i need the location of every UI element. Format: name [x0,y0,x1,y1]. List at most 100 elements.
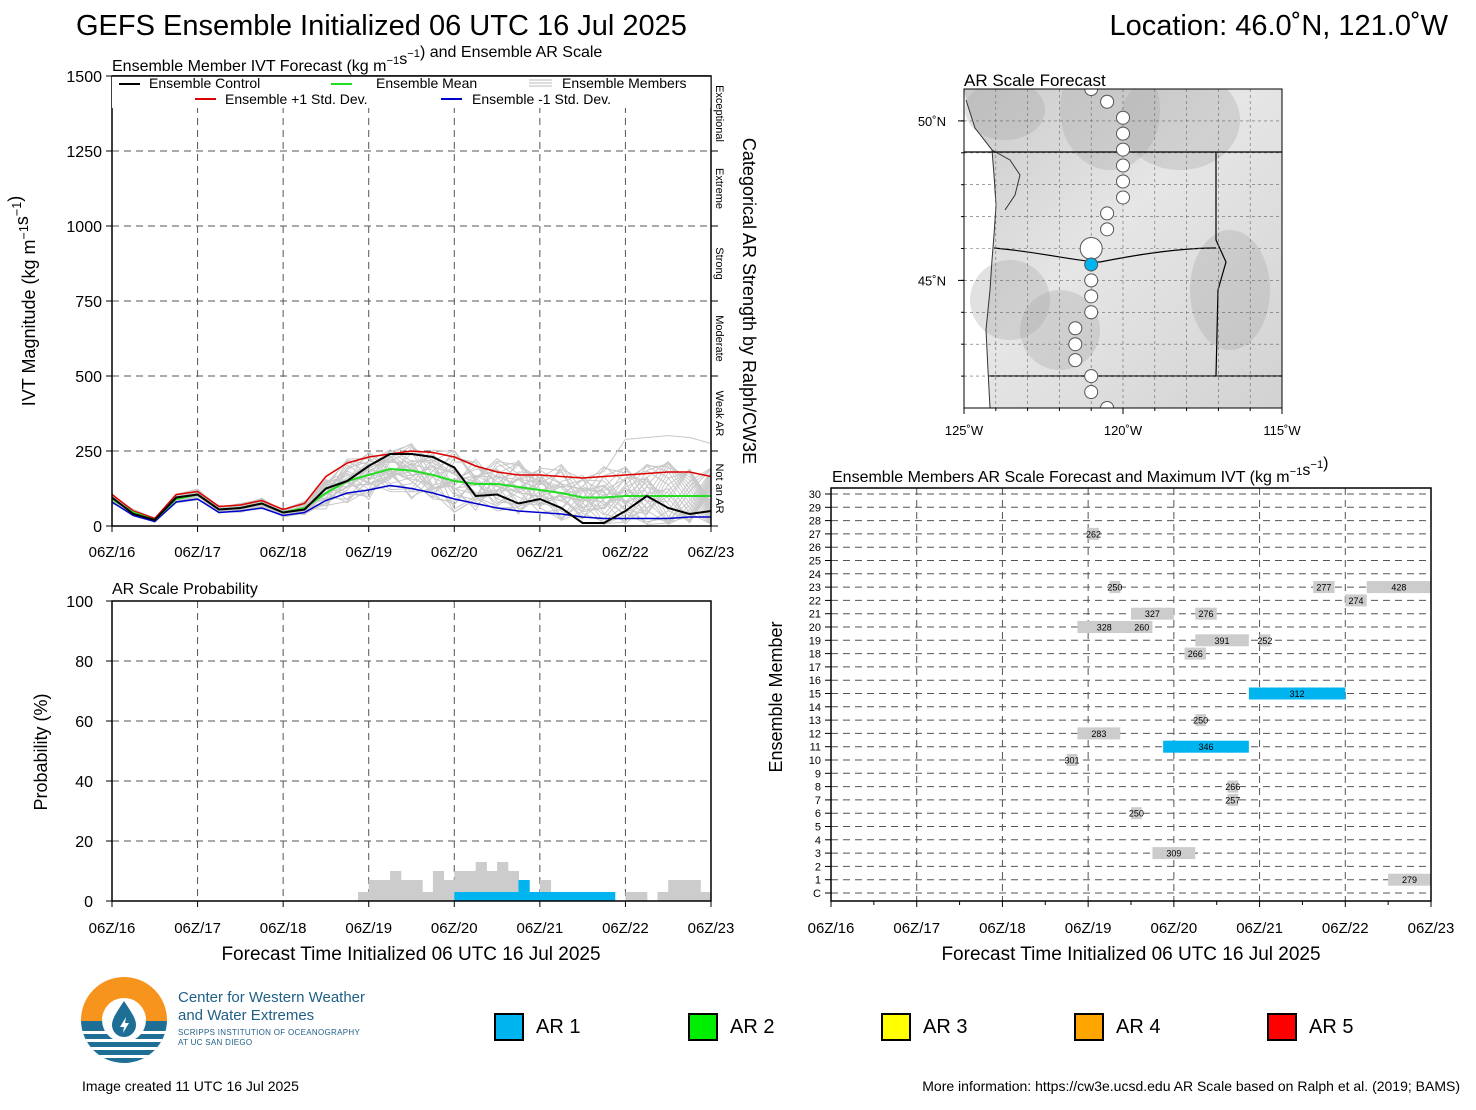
ar-cat-label: Weak AR [713,391,725,437]
more-info-label: More information: https://cw3e.ucsd.edu … [922,1078,1460,1094]
prob-bar-ar1 [529,892,541,901]
tab-row-label: 7 [815,795,821,807]
tab-member-bar [1388,873,1431,886]
map-ar-point [1068,321,1083,336]
map-ytick-label: 50˚N [918,114,946,129]
prob-bar-any [625,892,637,901]
tab-member-ivt-label: 266 [1225,782,1240,792]
tab-member-bar [1227,780,1239,793]
map-coastline [965,99,997,408]
map-ar-point [1079,237,1103,260]
map-ar-point [1116,174,1130,189]
prob-bar-ar1 [604,892,616,901]
prob-xtick-label: 06Z/23 [688,920,735,937]
tab-row-label: 17 [809,662,821,674]
tab-ylabel: Ensemble Member [766,621,786,772]
prob-bar-any [390,871,402,901]
ivt-xtick-label: 06Z/18 [260,544,307,561]
tab-member-ivt-label: 327 [1145,609,1160,619]
prob-bar-any [379,880,391,901]
map-border-wa-or [993,247,1217,263]
tab-member-ivt-label: 260 [1134,623,1149,633]
tab-member-bar [1248,687,1346,700]
map-ar-point [1100,222,1115,237]
prob-bar-ar1 [464,892,477,901]
prob-xtick-label: 06Z/16 [89,920,136,937]
tab-row-label: 14 [809,702,821,714]
map-terrain-shade [1060,89,1160,170]
ivt-ytick-label: 1000 [66,219,102,236]
prob-bar-any [400,880,412,901]
prob-bar-any [368,880,380,901]
tab-row-label: 1 [815,875,821,887]
prob-frame [111,600,712,902]
map-ytick-label: 45˚N [918,273,946,288]
ivt-ytick-label: 1250 [66,144,102,161]
legend-members-label: Ensemble Members [562,75,687,91]
prob-xtick-label: 06Z/18 [260,920,307,937]
prob-bar-any [497,862,509,901]
map-ar-point [1068,353,1083,368]
tab-xtick-label: 06Z/16 [808,920,855,937]
ar5-swatch [1267,1013,1297,1041]
ar2-swatch [688,1013,718,1041]
tab-row-label: 21 [809,609,821,621]
prob-bar-any [432,871,445,901]
tab-member-ivt-label: 301 [1065,756,1080,766]
tab-row-label: 4 [815,835,821,847]
ivt-members-group [111,435,712,526]
map-ar-point [1100,94,1115,109]
tab-member-ivt-label: 257 [1225,795,1240,805]
map-ocean [964,89,996,408]
prob-bar-any [689,880,701,901]
tab-member-bar [1184,647,1206,660]
map-area [964,89,1282,408]
tab-member-bar [1227,793,1239,806]
ivt-chart-title: Ensemble Member IVT Forecast (kg m−1s−1)… [112,44,602,75]
prob-xtick-label: 06Z/22 [602,920,649,937]
ar5-legend-item: AR 5 [1267,1012,1353,1042]
tab-member-bar [1131,807,1142,820]
ivt-xtick-label: 06Z/23 [688,544,735,561]
tab-xtick-label: 06Z/19 [1065,920,1112,937]
prob-bar-any [464,871,477,901]
map-border-idaho [1215,152,1227,377]
tab-xtick-label: 06Z/17 [893,920,940,937]
tab-row-label: 18 [809,649,821,661]
ivt-ytick-label: 500 [75,369,102,386]
legend-mean-label: Ensemble Mean [376,75,477,91]
tab-xtick-label: 06Z/21 [1236,920,1283,937]
ar1-swatch [494,1013,524,1041]
tab-row-label: 28 [809,516,821,528]
tab-member-ivt-label: 346 [1198,742,1213,752]
tab-row-label: 22 [809,595,821,607]
tab-row-label: 3 [815,848,821,860]
prob-bar-ar1 [539,892,552,901]
tab-member-bar [1077,621,1131,633]
tab-member-ivt-label: 279 [1402,875,1417,885]
ivt-xtick-label: 06Z/16 [89,544,136,561]
tab-xtick-label: 06Z/23 [1408,920,1455,937]
tab-member-ivt-label: 266 [1188,649,1203,659]
map-ar-point [1116,158,1130,173]
prob-ytick-label: 100 [66,594,93,611]
tab-member-bar [1195,714,1206,727]
tab-member-bar [1195,634,1249,647]
tab-member-bar [1163,740,1249,753]
logo-line-4: AT UC SAN DIEGO [178,1038,253,1047]
tab-row-label: 30 [809,489,821,501]
map-ar-point [1116,142,1130,157]
tab-member-bar [1088,527,1099,540]
map-xtick-label: 125˚W [945,423,984,438]
tab-row-label: 15 [809,689,821,701]
ivt-xtick-label: 06Z/21 [517,544,564,561]
ar-cat-label: Exceptional [713,85,725,142]
map-terrain-shade [965,89,1045,140]
cw3e-logo-icon [81,977,167,1063]
map-terrain-shade [1020,290,1100,370]
ivt-control-line [111,453,712,524]
map-ar-point [1084,369,1099,384]
map-ar-point [1100,206,1115,221]
map-ar-point [1116,190,1130,205]
map-ar-point [1116,126,1130,141]
